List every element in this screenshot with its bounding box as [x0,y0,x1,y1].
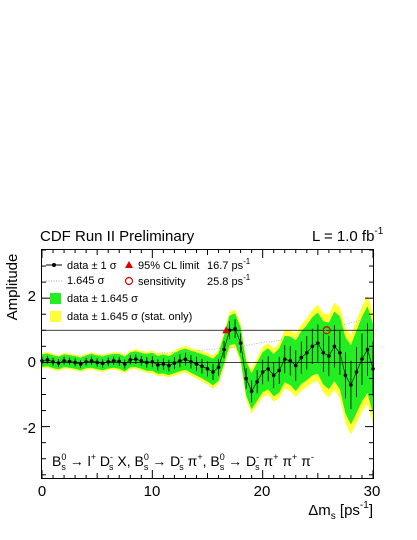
axis-ticks [41,249,374,478]
data-point [249,389,254,394]
data-point [95,360,99,365]
data-point [360,357,364,361]
chart-title: CDF Run II Preliminary [40,228,195,245]
data-point [277,368,282,373]
data-point [266,367,270,371]
data-point [89,358,94,363]
data-point [194,362,199,366]
y-tick-label: 0 [28,354,36,371]
legend-sensitivity-marker [124,276,134,286]
data-point [189,359,193,364]
data-point [244,376,248,381]
data-point [260,370,265,374]
y-tick-label: -2 [23,420,36,437]
data-point [183,357,188,361]
x-axis-label: Δms [ps-1] [308,500,373,522]
data-point [343,373,348,378]
legend-1645-label: 1.645 σ [67,275,105,287]
plot-frame [41,249,374,479]
legend: data ± 1 σ 95% CL limit 16.7 ps-1 1.645 … [46,257,251,323]
data-point [178,358,182,363]
x-tick-label: 20 [254,483,271,500]
x-tick-label: 30 [364,483,381,500]
y-tick-label: 2 [28,288,36,305]
data-point [156,363,160,367]
data-point [45,358,50,362]
limit-marker [222,326,231,334]
data-point [167,363,171,368]
x-tick-labels: 0 10 20 30 [38,483,381,500]
data-point [282,357,287,361]
luminosity-label: L = 1.0 fb-1 [312,226,384,245]
data-point [299,355,304,360]
data-point [238,341,243,345]
data-point [332,344,337,349]
data-point [56,361,61,365]
x-tick-label: 10 [144,483,161,500]
data-point [62,358,66,363]
data-point [316,341,320,345]
data-point [133,357,138,361]
data-point [233,326,237,331]
legend-yellow-swatch [50,311,61,322]
data-point [271,373,276,378]
data-point [117,359,122,364]
data-point [205,367,210,371]
data-point [216,365,221,370]
data-point [293,363,298,368]
decay-channels-label: B0 s → l+ D-s X, B0 s → D-s π+, B0 s → D-s … [52,452,314,472]
data-point [288,358,293,363]
data-point [161,362,166,366]
data-point [222,347,226,352]
data-point [349,383,353,387]
data-point [139,358,144,363]
data-point [172,361,177,365]
data-point [51,359,55,364]
data-point [305,350,309,355]
legend-sensitivity-label: sensitivity [138,276,186,288]
legend-green-label: data ± 1.645 σ [67,293,138,305]
data-point [365,347,370,352]
legend-limit-marker [125,261,133,268]
legend-yellow-label: data ± 1.645 σ (stat. only) [67,311,192,323]
data-point [122,362,127,366]
data-point [106,359,110,364]
data-points [40,326,375,394]
data-point [354,370,359,374]
sensitivity-marker [322,326,331,335]
legend-sensitivity-value: 25.8 ps-1 [207,273,251,288]
y-axis-label: Amplitude [4,254,21,321]
data-point [338,350,342,355]
data-point [84,359,88,364]
data-point [150,359,155,364]
data-point [255,379,259,384]
data-point [327,354,331,358]
legend-data-marker [52,263,56,267]
legend-limit-value: 16.7 ps-1 [207,257,251,272]
data-point [111,358,116,363]
legend-limit-label: 95% CL limit [138,260,199,272]
data-point [310,344,315,349]
data-point [78,362,83,366]
data-point [200,364,204,369]
data-point [67,359,72,364]
data-point [128,358,133,362]
data-point [145,360,149,365]
legend-green-swatch [50,293,61,304]
x-tick-label: 0 [38,483,46,500]
legend-data-label: data ± 1 σ [67,260,117,272]
data-point [211,370,215,374]
y-tick-labels: 2 0 -2 [23,288,36,437]
data-point [321,350,326,355]
data-point [73,360,77,365]
data-point [100,361,105,366]
